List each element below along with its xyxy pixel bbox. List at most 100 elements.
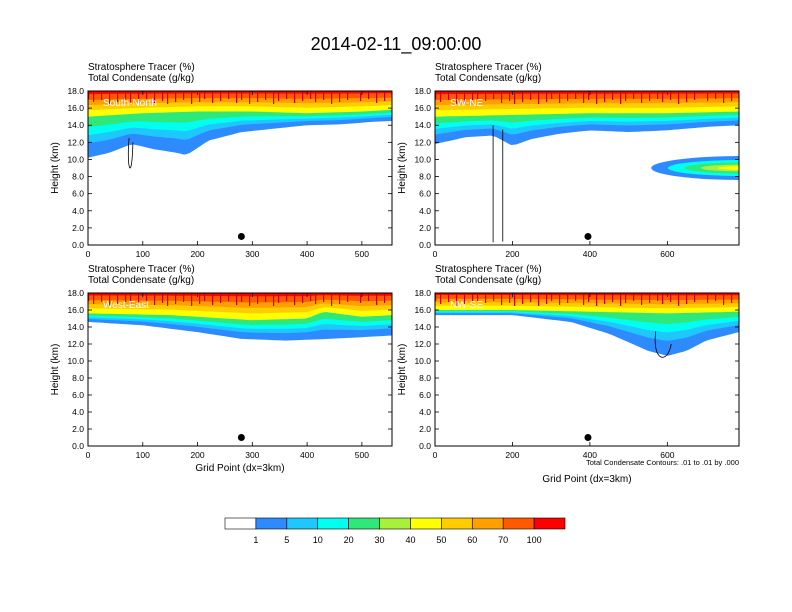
tracer-streak <box>278 91 280 101</box>
y-tick-label: 10.0 <box>67 154 84 164</box>
x-tick-label: 400 <box>583 450 597 460</box>
tracer-streak <box>228 91 230 99</box>
condensate-contour <box>654 331 672 358</box>
tracer-streak <box>583 293 585 305</box>
tracer-streak <box>130 293 132 305</box>
tracer-streak <box>286 91 288 99</box>
tracer-streak <box>493 293 495 301</box>
colorbar-box <box>379 517 411 530</box>
colorbar: 1 5 10 20 30 40 50 60 70 100 <box>224 517 566 545</box>
colorbar-box <box>224 517 257 530</box>
tracer-streak <box>220 91 222 101</box>
colorbar-box <box>286 517 319 530</box>
location-marker <box>237 434 245 441</box>
x-tick-label: 0 <box>433 249 438 259</box>
x-tick-label: 600 <box>660 450 674 460</box>
y-tick-label: 2.0 <box>419 223 431 233</box>
plot-frame <box>87 292 393 447</box>
tracer-streak <box>612 91 614 100</box>
colorbar-label: 60 <box>467 535 477 545</box>
tracer-streak <box>278 293 280 303</box>
tracer-streak <box>323 293 325 302</box>
colorbar-label: 10 <box>313 535 323 545</box>
y-tick-label: 16.0 <box>67 305 84 315</box>
panel-3: Stratosphere Tracer (%)Total Condensate … <box>50 264 393 474</box>
tracer-streak <box>575 91 577 99</box>
x-tick-label: 200 <box>190 450 204 460</box>
tracer-field <box>88 293 392 341</box>
tracer-streak <box>323 91 325 100</box>
tracer-streak <box>212 293 214 305</box>
tracer-streak <box>138 293 140 303</box>
tracer-field <box>435 91 739 243</box>
tracer-streak <box>138 91 140 101</box>
tracer-streak <box>678 91 680 104</box>
tracer-streak <box>315 91 317 102</box>
tracer-streak <box>707 91 709 101</box>
tracer-streak <box>125 293 127 302</box>
tracer-streak <box>331 91 333 104</box>
tracer-streak <box>625 91 627 101</box>
tracer-streak <box>583 91 585 103</box>
tracer-streak <box>464 293 466 304</box>
y-tick-label: 8.0 <box>72 373 84 383</box>
tracer-streak <box>456 293 458 306</box>
x-axis-label: Grid Point (dx=3km) <box>195 463 284 474</box>
tracer-streak <box>93 293 95 304</box>
y-axis-label: Height (km) <box>397 344 408 396</box>
y-tick-label: 18.0 <box>414 288 431 298</box>
tracer-streak <box>101 293 103 302</box>
tracer-streak <box>191 91 193 104</box>
tracer-streak <box>604 91 606 102</box>
y-tick-label: 10.0 <box>414 154 431 164</box>
location-marker <box>584 232 592 240</box>
tracer-streak <box>485 91 487 101</box>
tracer-streak <box>501 293 503 305</box>
tracer-streak <box>384 293 386 303</box>
tracer-streak <box>310 293 312 301</box>
x-tick-label: 400 <box>300 249 314 259</box>
header-tracer: Stratosphere Tracer (%) <box>435 62 542 73</box>
y-tick-label: 14.0 <box>414 322 431 332</box>
panel-2: Stratosphere Tracer (%)Total Condensate … <box>397 62 740 259</box>
colorbar-label: 5 <box>284 535 289 545</box>
tracer-streak <box>588 293 590 302</box>
tracer-streak <box>101 91 103 100</box>
tracer-streak <box>183 91 185 100</box>
tracer-streak <box>472 91 474 100</box>
tracer-streak <box>249 293 251 306</box>
y-tick-label: 8.0 <box>72 172 84 182</box>
x-tick-label: 300 <box>245 249 259 259</box>
y-tick-label: 0.0 <box>72 240 84 250</box>
x-tick-label: 200 <box>505 249 519 259</box>
tracer-blob <box>701 164 739 172</box>
header-condensate: Total Condensate (g/kg) <box>88 275 194 286</box>
tracer-streak <box>546 91 548 102</box>
y-tick-label: 6.0 <box>72 189 84 199</box>
colorbar-label: 70 <box>498 535 508 545</box>
tracer-streak <box>596 293 598 306</box>
tracer-streak <box>236 91 238 103</box>
tracer-streak <box>117 293 119 304</box>
y-tick-label: 4.0 <box>419 407 431 417</box>
y-tick-label: 18.0 <box>67 288 84 298</box>
tracer-streak <box>575 293 577 301</box>
tracer-streak <box>220 293 222 303</box>
colorbar-box <box>502 517 535 530</box>
panel-label: NW-SE <box>450 300 483 311</box>
tracer-streak <box>339 91 341 102</box>
tracer-streak <box>448 91 450 100</box>
tracer-streak <box>620 293 622 306</box>
tracer-streak <box>175 91 177 102</box>
tracer-blob <box>717 166 739 170</box>
tracer-streak <box>662 91 664 102</box>
tracer-streak <box>633 91 635 99</box>
y-tick-label: 8.0 <box>419 373 431 383</box>
tracer-streak <box>715 91 717 99</box>
location-marker <box>237 232 245 240</box>
colorbar-label: 40 <box>405 535 415 545</box>
tracer-streak <box>212 91 214 103</box>
tracer-streak <box>662 293 664 304</box>
colorbar-box <box>410 517 442 530</box>
